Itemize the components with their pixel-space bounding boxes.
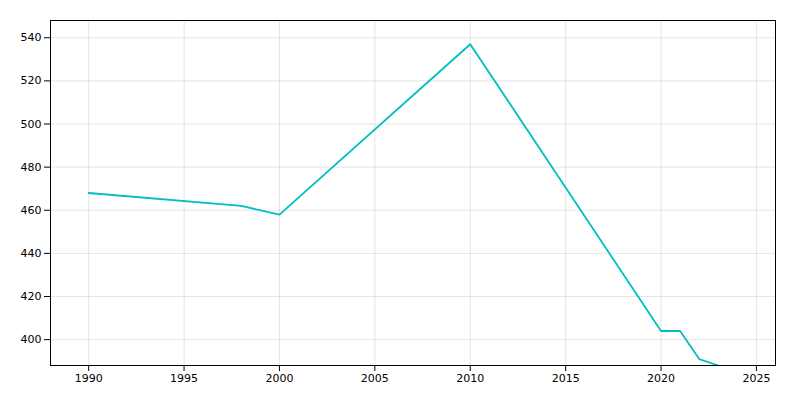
svg-text:2000: 2000 <box>265 372 293 385</box>
svg-text:500: 500 <box>21 118 42 131</box>
svg-text:2020: 2020 <box>647 372 675 385</box>
svg-text:400: 400 <box>21 333 42 346</box>
svg-text:2025: 2025 <box>742 372 770 385</box>
svg-text:1990: 1990 <box>75 372 103 385</box>
svg-text:520: 520 <box>21 74 42 87</box>
svg-text:540: 540 <box>21 31 42 44</box>
svg-text:2005: 2005 <box>361 372 389 385</box>
svg-text:460: 460 <box>21 204 42 217</box>
svg-text:2010: 2010 <box>456 372 484 385</box>
svg-text:2015: 2015 <box>552 372 580 385</box>
svg-text:480: 480 <box>21 161 42 174</box>
svg-text:440: 440 <box>21 247 42 260</box>
svg-text:1995: 1995 <box>170 372 198 385</box>
svg-text:420: 420 <box>21 290 42 303</box>
